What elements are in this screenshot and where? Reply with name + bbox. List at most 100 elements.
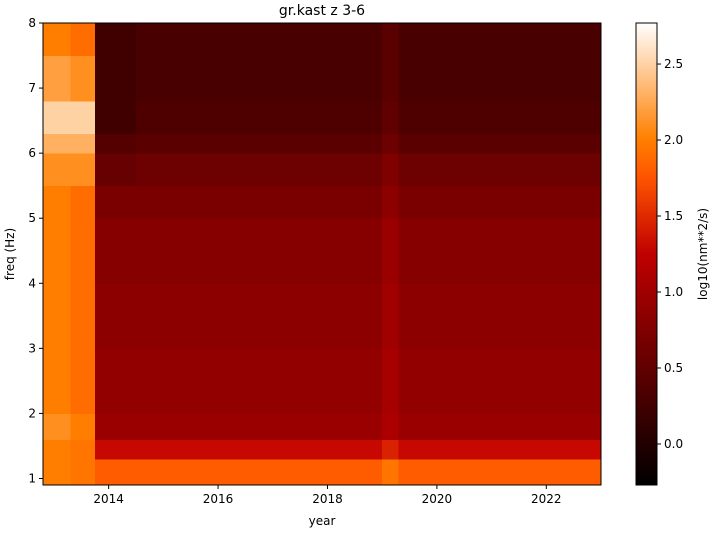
heat-cell xyxy=(354,185,383,219)
heat-cell xyxy=(43,458,71,486)
heat-cell xyxy=(43,153,71,187)
heat-cell xyxy=(300,413,356,440)
heat-cell xyxy=(398,348,438,414)
heat-cell xyxy=(43,413,71,440)
y-tick-label: 6 xyxy=(28,146,36,160)
plot-frame xyxy=(42,22,602,486)
heat-cell xyxy=(436,283,493,349)
heat-cell xyxy=(136,348,192,414)
heat-cell xyxy=(245,283,301,349)
heat-cell xyxy=(398,101,438,135)
chart-title: gr.kast z 3-6 xyxy=(279,3,365,19)
heat-cell xyxy=(382,413,400,440)
colorbar-tick-label: 1.5 xyxy=(664,209,683,223)
heat-cell xyxy=(136,218,192,284)
heat-cell xyxy=(436,348,493,414)
heat-cell xyxy=(245,218,301,284)
heat-cell xyxy=(94,413,137,440)
heat-cell xyxy=(300,439,356,460)
heat-cell xyxy=(546,23,602,57)
heat-cell xyxy=(491,55,547,102)
heat-cell xyxy=(491,218,547,284)
heat-cell xyxy=(382,101,400,135)
colorbar-frame xyxy=(635,22,658,486)
y-tick-label: 2 xyxy=(28,406,36,420)
colorbar xyxy=(636,23,657,485)
heat-cell xyxy=(70,133,96,154)
heat-cell xyxy=(94,283,137,349)
heat-cell xyxy=(382,283,400,349)
heat-cell xyxy=(136,101,192,135)
heat-cell xyxy=(382,133,400,154)
heat-cell xyxy=(136,185,192,219)
x-tick-label: 2014 xyxy=(93,492,124,506)
heat-cell xyxy=(43,101,71,135)
heat-cell xyxy=(136,23,192,57)
heat-cell xyxy=(70,439,96,460)
heat-cell xyxy=(436,23,493,57)
heat-cell xyxy=(70,348,96,414)
heat-cell xyxy=(300,23,356,57)
y-tick-label: 5 xyxy=(28,211,36,225)
heat-cell xyxy=(546,458,602,486)
heat-cell xyxy=(436,55,493,102)
heat-cell xyxy=(491,413,547,440)
heat-cell xyxy=(136,133,192,154)
heat-cell xyxy=(70,55,96,102)
heat-cell xyxy=(94,133,137,154)
heat-cell xyxy=(491,348,547,414)
heat-cell xyxy=(398,153,438,187)
heat-cell xyxy=(354,348,383,414)
heat-cell xyxy=(491,283,547,349)
heat-cell xyxy=(136,55,192,102)
heat-cell xyxy=(245,23,301,57)
heat-cell xyxy=(43,348,71,414)
heat-cell xyxy=(94,348,137,414)
heat-cell xyxy=(94,458,137,486)
heat-cell xyxy=(354,458,383,486)
heat-cell xyxy=(245,153,301,187)
heat-cell xyxy=(70,283,96,349)
heat-cell xyxy=(245,55,301,102)
heat-cell xyxy=(43,133,71,154)
heat-cell xyxy=(398,458,438,486)
heat-cell xyxy=(436,218,493,284)
heat-cell xyxy=(300,185,356,219)
y-tick-label: 4 xyxy=(28,276,36,290)
heat-cell xyxy=(190,413,246,440)
heat-cell xyxy=(546,348,602,414)
heat-cell xyxy=(546,55,602,102)
x-tick-label: 2018 xyxy=(312,492,343,506)
heat-cell xyxy=(436,101,493,135)
heat-cell xyxy=(94,55,137,102)
y-tick-label: 1 xyxy=(28,471,36,485)
heat-cell xyxy=(546,185,602,219)
heatmap xyxy=(43,23,602,486)
heat-cell xyxy=(546,101,602,135)
heat-cell xyxy=(190,348,246,414)
heat-cell xyxy=(70,153,96,187)
x-tick-label: 2020 xyxy=(422,492,453,506)
heat-cell xyxy=(436,458,493,486)
heat-cell xyxy=(300,283,356,349)
heat-cell xyxy=(43,185,71,219)
heat-cell xyxy=(70,458,96,486)
heat-cell xyxy=(436,133,493,154)
heat-cell xyxy=(190,55,246,102)
heat-cell xyxy=(546,283,602,349)
heat-cell xyxy=(491,153,547,187)
colorbar-label: log10(nm**2/s) xyxy=(696,208,710,300)
heat-cell xyxy=(245,185,301,219)
heat-cell xyxy=(382,218,400,284)
heat-cell xyxy=(190,101,246,135)
heat-cell xyxy=(136,458,192,486)
heat-cell xyxy=(436,439,493,460)
heat-cell xyxy=(245,133,301,154)
heat-cell xyxy=(382,153,400,187)
heat-cell xyxy=(136,439,192,460)
colorbar-tick-label: 0.5 xyxy=(664,361,683,375)
heat-cell xyxy=(70,23,96,57)
heat-cell xyxy=(491,458,547,486)
heat-cell xyxy=(190,439,246,460)
heat-cell xyxy=(136,283,192,349)
